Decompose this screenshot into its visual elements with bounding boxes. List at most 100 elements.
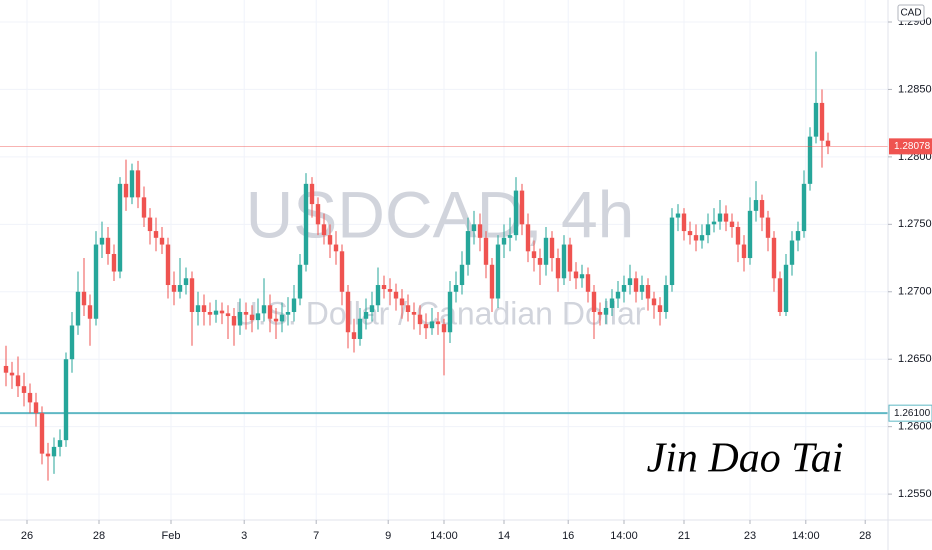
x-tick-label: 28 — [93, 530, 105, 542]
candle-body — [585, 274, 591, 292]
candle-body — [459, 264, 465, 286]
candle-body — [507, 235, 513, 238]
candle-body — [471, 224, 477, 232]
candle-body — [153, 231, 159, 238]
candle-body — [33, 402, 39, 414]
candle-body — [255, 313, 261, 321]
candle-body — [615, 291, 621, 299]
price-line-box — [889, 138, 932, 155]
candle-body — [543, 237, 549, 265]
candle-body — [291, 298, 297, 312]
candle-body — [165, 244, 171, 286]
candle-body — [663, 285, 669, 312]
candle-body — [567, 244, 573, 272]
candle-body — [783, 264, 789, 312]
candle-body — [807, 136, 813, 184]
candle-body — [771, 237, 777, 279]
candle-body — [411, 312, 417, 315]
candle-body — [627, 278, 633, 286]
candle-body — [339, 251, 345, 292]
candle-body — [189, 278, 195, 312]
candle-body — [399, 298, 405, 306]
candle-body — [123, 183, 129, 198]
x-tick-label: Feb — [162, 530, 181, 542]
candle-body — [645, 285, 651, 299]
candle-body — [675, 213, 681, 218]
candle-body — [477, 224, 483, 238]
candle-body — [45, 453, 51, 457]
candle-body — [729, 221, 735, 228]
candle-body — [603, 307, 609, 315]
x-tick-label: 14:00 — [792, 530, 820, 542]
axes: 1.25500 1.26000 1.26500 1.27000 1.27500 1.280… — [21, 4, 932, 542]
candle-body — [825, 140, 831, 147]
x-tick-label: 3 — [241, 530, 247, 542]
watermark-subtitle: U.S. Dollar / Canadian Dollar — [235, 295, 646, 331]
candle-body — [135, 170, 141, 198]
grid — [0, 0, 888, 520]
x-tick-label: 23 — [744, 530, 756, 542]
candle-body — [441, 324, 447, 333]
candle-body — [489, 264, 495, 299]
candle-body — [801, 183, 807, 232]
candle-body — [69, 325, 75, 360]
candle-body — [651, 298, 657, 306]
candle-body — [813, 102, 819, 137]
candle-body — [609, 298, 615, 308]
y-tick-label: 1.25500 — [898, 488, 932, 500]
candle-body — [159, 237, 165, 245]
y-tick-label: 1.27500 — [898, 218, 932, 230]
candle-body — [579, 274, 585, 279]
candle-body — [531, 251, 537, 259]
candle-body — [237, 312, 243, 326]
level-line-label: 1.26100 — [894, 408, 931, 419]
x-tick-label: 28 — [859, 530, 871, 542]
candle-body — [483, 237, 489, 265]
candle-body — [297, 264, 303, 299]
candle-body — [363, 312, 369, 319]
candle-body — [261, 305, 267, 314]
candle-body — [387, 289, 393, 292]
candle-body — [561, 244, 567, 279]
candle-body — [423, 324, 429, 329]
candle-body — [657, 305, 663, 312]
candle-body — [735, 227, 741, 245]
candle-body — [819, 102, 825, 141]
signature: Jin Dao Tai — [647, 436, 844, 482]
candle-body — [63, 359, 69, 441]
candle-body — [243, 312, 249, 315]
candle-body — [753, 200, 759, 211]
candle-body — [129, 170, 135, 198]
candle-body — [357, 318, 363, 339]
candle-body — [495, 244, 501, 299]
candle-body — [231, 316, 237, 326]
candle-body — [177, 285, 183, 292]
candle-body — [393, 291, 399, 299]
candle-body — [795, 231, 801, 241]
candle-body — [219, 310, 225, 314]
candle-body — [273, 318, 279, 322]
candle-body — [687, 231, 693, 236]
candle-body — [81, 291, 87, 306]
candle-body — [723, 213, 729, 222]
candle-body — [171, 285, 177, 292]
candle-body — [375, 285, 381, 306]
plot-area — [0, 51, 888, 481]
candle-body — [315, 204, 321, 225]
candle-body — [147, 217, 153, 232]
level-line-box — [888, 404, 932, 422]
y-tick-label: 1.26000 — [898, 421, 932, 433]
x-tick-label: 14:00 — [430, 530, 458, 542]
candle-body — [765, 217, 771, 238]
candle-body — [267, 305, 273, 319]
candle-body — [183, 278, 189, 286]
candle-body — [537, 258, 543, 265]
candle-body — [405, 305, 411, 312]
candle-body — [447, 291, 453, 333]
candle-body — [381, 285, 387, 290]
y-tick-label: 1.27000 — [898, 286, 932, 298]
x-tick-label: 26 — [21, 530, 33, 542]
candle-body — [57, 440, 63, 447]
